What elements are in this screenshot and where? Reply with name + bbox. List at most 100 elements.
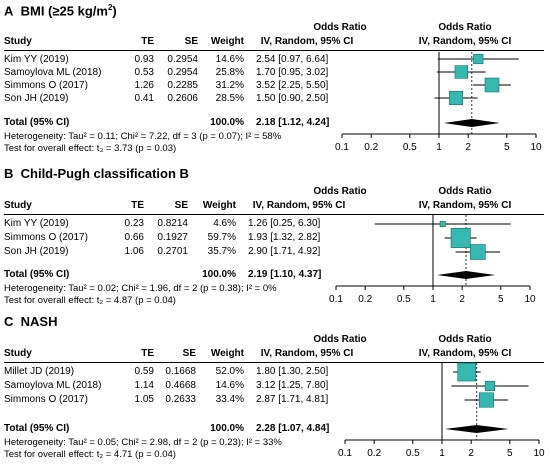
study-te: 0.41 (134, 93, 154, 104)
heterogeneity-text: Heterogeneity: Tau² = 0.11; Chi² = 7.22,… (4, 131, 282, 142)
pooled-diamond (444, 425, 509, 433)
weight-column-header: Weight (210, 36, 244, 47)
study-weight: 14.6% (215, 54, 244, 65)
total-ci: 2.28 [1.07, 4.84] (256, 423, 330, 434)
overall-effect-text: Test for overall effect: t₂ = 4.87 (p = … (4, 295, 176, 306)
plot-header: Odds Ratio (438, 334, 492, 345)
study-te: 1.14 (134, 380, 154, 391)
header-rule (4, 214, 544, 215)
total-weight: 100.0% (210, 117, 244, 128)
x-tick-label: 0.5 (406, 448, 420, 459)
study-te: 0.53 (134, 67, 154, 78)
study-column-header: Study (4, 348, 32, 359)
x-tick-label: 5 (507, 448, 513, 459)
x-tick-label: 1 (436, 142, 442, 153)
panel-title: B Child-Pugh classification B (4, 166, 189, 181)
study-column-header: Study (4, 36, 32, 47)
study-weight: 35.7% (207, 246, 236, 257)
panel-label: B (4, 166, 14, 181)
odds-ratio-column-header: Odds Ratio (313, 186, 367, 197)
x-tick-label: 0.5 (403, 142, 417, 153)
study-se: 0.1668 (165, 366, 196, 377)
plot-subheader: IV, Random, 95% CI (418, 200, 512, 211)
study-weight: 59.7% (207, 232, 236, 243)
study-ci: 2.90 [1.71, 4.92] (248, 246, 321, 257)
study-te: 1.06 (124, 246, 144, 257)
total-ci: 2.18 [1.12, 4.24] (256, 117, 330, 128)
forest-plot: 0.1 0.2 0.5 1 2 5 10 (338, 362, 545, 459)
header-rule (4, 50, 544, 51)
overall-effect-text: Test for overall effect: t₃ = 3.73 (p = … (4, 143, 177, 154)
study-name: Son JH (2019) (4, 93, 69, 104)
header-rule (4, 362, 544, 363)
x-tick-label: 5 (498, 294, 504, 305)
forest-panel-nash: C NASH Odds Ratio Odds Ratio Study TE SE… (0, 311, 550, 466)
study-se: 0.2954 (167, 67, 198, 78)
study-te: 0.93 (134, 54, 154, 65)
heterogeneity-text: Heterogeneity: Tau² = 0.02; Chi² = 1.96,… (4, 283, 277, 294)
x-tick-label: 1 (430, 294, 436, 305)
study-point-box (470, 244, 486, 260)
study-name: Kim YY (2019) (4, 218, 69, 229)
heterogeneity-text: Heterogeneity: Tau² = 0.05; Chi² = 2.98,… (4, 437, 282, 448)
study-name: Simmons O (2017) (4, 232, 88, 243)
x-tick-label: 0.1 (335, 142, 349, 153)
x-tick-label: 5 (504, 142, 510, 153)
forest-plot: 0.1 0.2 0.5 1 2 5 10 (335, 52, 542, 153)
panel-title-text: NASH (20, 314, 58, 329)
x-tick-label: 2 (459, 294, 465, 305)
study-te: 0.23 (124, 218, 144, 229)
study-name: Kim YY (2019) (4, 54, 69, 65)
total-label: Total (95% CI) (4, 117, 70, 128)
x-tick-label: 0.2 (358, 294, 372, 305)
study-te: 0.66 (124, 232, 144, 243)
te-column-header: TE (141, 348, 154, 359)
study-point-box (484, 77, 500, 93)
study-point-box (439, 221, 446, 227)
x-tick-label: 0.5 (397, 294, 411, 305)
study-name: Samoylova ML (2018) (4, 380, 102, 391)
study-ci: 1.70 [0.95, 3.02] (256, 67, 329, 78)
study-weight: 25.8% (215, 67, 244, 78)
study-point-box (473, 53, 484, 65)
panel-title: C NASH (4, 314, 57, 329)
overall-effect-text: Test for overall effect: t₂ = 4.71 (p = … (4, 449, 176, 460)
study-ci: 3.52 [2.25, 5.50] (256, 80, 329, 91)
study-name: Samoylova ML (2018) (4, 67, 102, 78)
plot-subheader: IV, Random, 95% CI (418, 348, 512, 359)
study-se: 0.2285 (167, 80, 198, 91)
study-name: Millet JD (2019) (4, 366, 75, 377)
x-tick-label: 2 (465, 142, 471, 153)
pooled-diamond (443, 119, 500, 127)
pooled-diamond (437, 271, 496, 279)
se-column-header: SE (184, 36, 198, 47)
panel-title-text: Child-Pugh classification B (20, 166, 189, 181)
study-point-box (457, 362, 477, 382)
study-weight: 14.6% (215, 380, 244, 391)
study-ci: 3.12 [1.25, 7.80] (256, 380, 329, 391)
study-se: 0.4668 (165, 380, 196, 391)
study-se: 0.2633 (165, 394, 196, 405)
study-weight: 31.2% (215, 80, 244, 91)
total-ci: 2.19 [1.10, 4.37] (248, 269, 322, 280)
study-point-box (454, 65, 469, 79)
total-weight: 100.0% (210, 423, 244, 434)
study-ci: 2.87 [1.71, 4.81] (256, 394, 329, 405)
x-tick-label: 10 (524, 294, 536, 305)
ci-column-header: IV, Random, 95% CI (252, 200, 346, 211)
ci-column-header: IV, Random, 95% CI (260, 348, 354, 359)
study-ci: 1.26 [0.25, 6.30] (248, 218, 321, 229)
te-column-header: TE (141, 36, 154, 47)
panel-label: C (4, 314, 14, 329)
weight-column-header: Weight (210, 348, 244, 359)
study-name: Simmons O (2017) (4, 394, 88, 405)
x-tick-label: 10 (530, 142, 542, 153)
x-tick-label: 10 (533, 448, 545, 459)
study-se: 0.8214 (157, 218, 188, 229)
x-tick-label: 0.2 (367, 448, 381, 459)
study-te: 0.59 (134, 366, 154, 377)
se-column-header: SE (182, 348, 196, 359)
study-weight: 52.0% (215, 366, 244, 377)
se-column-header: SE (174, 200, 188, 211)
study-column-header: Study (4, 200, 32, 211)
